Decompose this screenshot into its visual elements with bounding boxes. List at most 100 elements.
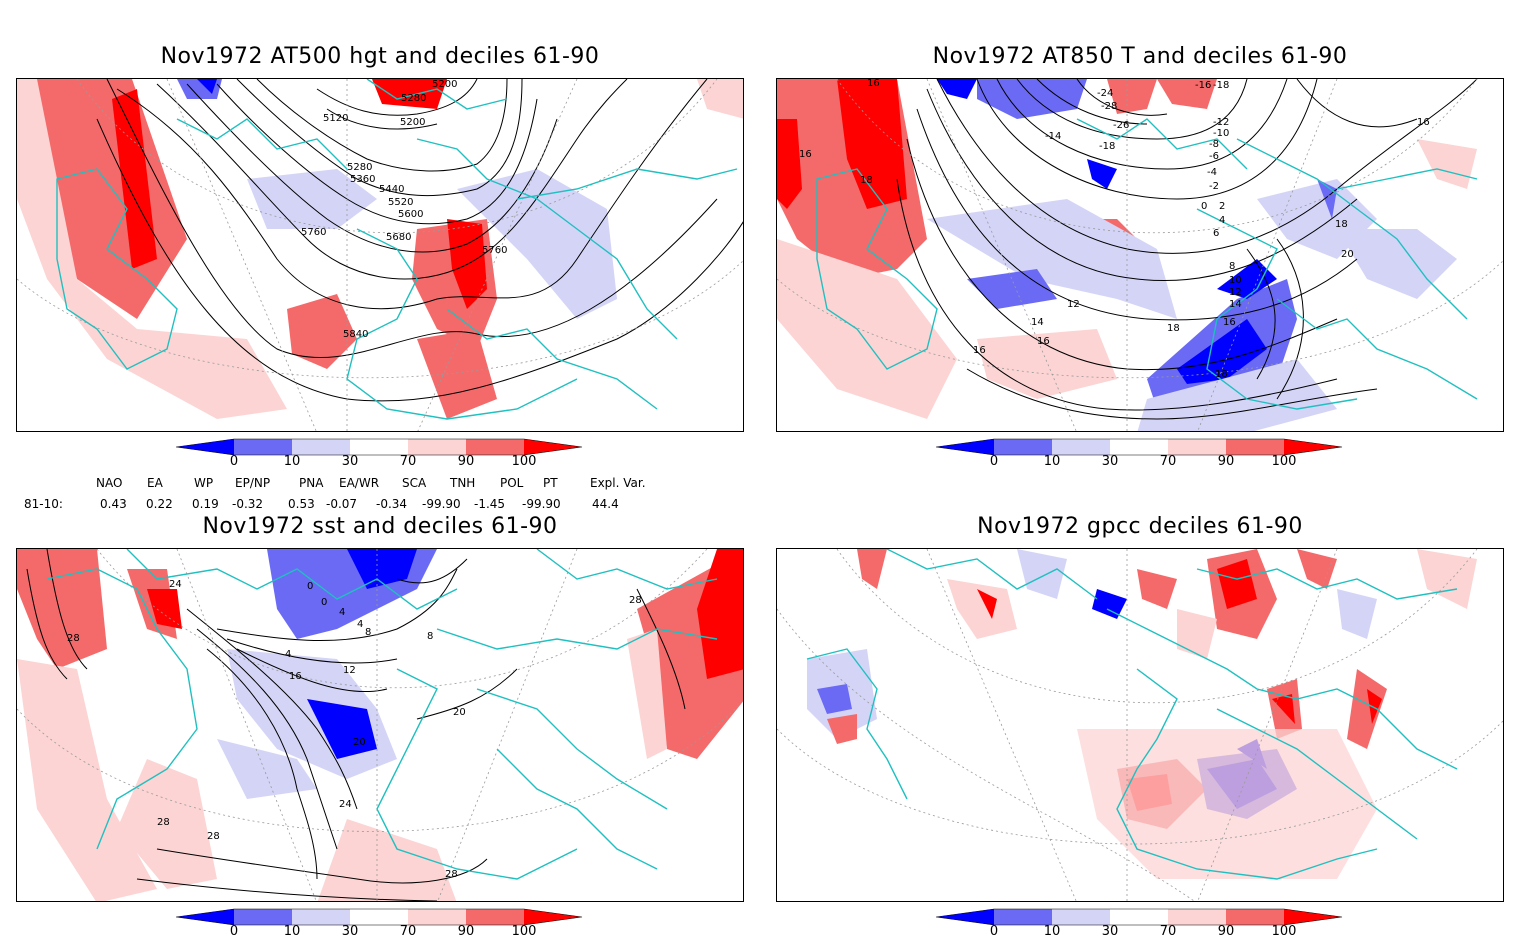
contours bbox=[96, 79, 743, 402]
contour-label: 18 bbox=[1215, 369, 1228, 380]
index-row-label: 81-10: bbox=[24, 497, 63, 511]
contour-label: 28 bbox=[629, 595, 642, 606]
colorbar-segment bbox=[1052, 909, 1110, 925]
colorbar-tick: 10 bbox=[283, 924, 301, 939]
panel-title-t850: Nov1972 AT850 T and deciles 61-90 bbox=[932, 44, 1348, 69]
index-value: 0.22 bbox=[146, 497, 173, 511]
contour-label: 12 bbox=[1229, 287, 1242, 298]
contour-label: 24 bbox=[339, 799, 352, 810]
contour-label: 4 bbox=[339, 607, 345, 618]
index-header: PT bbox=[543, 476, 558, 490]
index-value: 0.53 bbox=[288, 497, 315, 511]
colorbar-bottom-left: 0 10 30 70 90 100 bbox=[176, 908, 596, 939]
contour-label: -26 bbox=[1113, 120, 1129, 131]
contour-label: 5200 bbox=[400, 117, 425, 128]
contour-label: -24 bbox=[1097, 88, 1113, 99]
index-header: EA bbox=[147, 476, 163, 490]
contour-label: 5440 bbox=[379, 184, 404, 195]
contour-label: 0 bbox=[307, 581, 313, 592]
index-header: POL bbox=[500, 476, 524, 490]
index-value: -0.07 bbox=[326, 497, 358, 511]
colorbar-segment bbox=[1168, 909, 1226, 925]
colorbar-graphic bbox=[936, 908, 1343, 926]
contour-label: 16 bbox=[973, 345, 986, 356]
colorbar-segment bbox=[466, 439, 524, 455]
colorbar-segment bbox=[936, 909, 994, 925]
colorbar-tick: 70 bbox=[1159, 454, 1177, 469]
colorbar-graphic bbox=[176, 438, 583, 456]
contour-label: 8 bbox=[1229, 261, 1235, 272]
colorbar-tick: 100 bbox=[511, 454, 537, 469]
lat-lon-grid bbox=[17, 549, 743, 901]
colorbar-graphic bbox=[176, 908, 583, 926]
colorbar-top-right: 0 10 30 70 90 100 bbox=[936, 438, 1356, 469]
lat-lon-grid bbox=[17, 79, 743, 431]
colorbar-segment bbox=[176, 439, 234, 455]
contour-label: -18 bbox=[1099, 141, 1115, 152]
colorbar-tick: 70 bbox=[399, 924, 417, 939]
colorbar-segment bbox=[292, 439, 350, 455]
contour-label: 5360 bbox=[350, 174, 375, 185]
contour-labels: 28 24 0 0 4 4 8 4 8 12 16 20 20 24 28 28… bbox=[67, 579, 642, 880]
contour-label: 12 bbox=[1067, 299, 1080, 310]
colorbar-tick: 0 bbox=[229, 454, 239, 469]
index-value: 44.4 bbox=[592, 497, 619, 511]
contour-label: 6 bbox=[1213, 228, 1219, 239]
contour-label: 16 bbox=[867, 79, 880, 89]
colorbar-top-left: 0 10 30 70 90 100 bbox=[176, 438, 596, 469]
contour-label: 20 bbox=[353, 737, 366, 748]
contour-label: -2 bbox=[1209, 181, 1219, 192]
map-panel-gpcc bbox=[776, 548, 1504, 902]
contour-label: -16 bbox=[1195, 80, 1211, 91]
contour-label: 4 bbox=[285, 649, 291, 660]
map-panel-hgt500: 5200 5280 5120 5200 5280 5360 5440 5520 … bbox=[16, 78, 744, 432]
index-header: NAO bbox=[96, 476, 123, 490]
colorbar-segment bbox=[1284, 909, 1342, 925]
contour-label: 28 bbox=[157, 817, 170, 828]
colorbar-tick: 30 bbox=[1101, 454, 1119, 469]
contour-label: 28 bbox=[207, 831, 220, 842]
colorbar-tick: 100 bbox=[1271, 924, 1297, 939]
contour-label: 5520 bbox=[388, 197, 413, 208]
contour-label: 0 bbox=[321, 597, 327, 608]
colorbar-segment bbox=[524, 439, 582, 455]
contour-label: 20 bbox=[1341, 249, 1354, 260]
index-value: 0.19 bbox=[192, 497, 219, 511]
index-header: TNH bbox=[450, 476, 476, 490]
contour-labels: -16 -18 -24 -28 -26 -18 -14 -12 -10 -8 -… bbox=[799, 79, 1430, 380]
contour-label: 5280 bbox=[401, 93, 426, 104]
colorbar-tick: 100 bbox=[511, 924, 537, 939]
contour-label: -12 bbox=[1213, 117, 1229, 128]
map-panel-sst: 28 24 0 0 4 4 8 4 8 12 16 20 20 24 28 28… bbox=[16, 548, 744, 902]
coastlines bbox=[56, 79, 738, 420]
colorbar-segment bbox=[1226, 909, 1284, 925]
colorbar-tick: 90 bbox=[1217, 924, 1235, 939]
lat-lon-grid bbox=[777, 549, 1503, 901]
contour-label: 16 bbox=[1223, 317, 1236, 328]
contour-label: 28 bbox=[445, 869, 458, 880]
index-header: WP bbox=[194, 476, 214, 490]
contour-label: 5280 bbox=[347, 162, 372, 173]
colorbar-tick: 100 bbox=[1271, 454, 1297, 469]
contour-label: -4 bbox=[1207, 167, 1217, 178]
contour-label: 8 bbox=[427, 631, 433, 642]
colorbar-tick: 0 bbox=[989, 454, 999, 469]
coastlines bbox=[806, 549, 1458, 880]
colorbar-segment bbox=[408, 439, 466, 455]
contours bbox=[26, 549, 686, 901]
contour-label: 14 bbox=[1229, 299, 1242, 310]
colorbar-segment bbox=[234, 909, 292, 925]
contour-label: -6 bbox=[1209, 151, 1219, 162]
decile-shading bbox=[17, 549, 743, 901]
colorbar-tick: 70 bbox=[1159, 924, 1177, 939]
panel-title-hgt500: Nov1972 AT500 hgt and deciles 61-90 bbox=[160, 44, 600, 69]
contour-label: 0 bbox=[1201, 201, 1207, 212]
colorbar-segment bbox=[1168, 439, 1226, 455]
colorbar-segment bbox=[994, 909, 1052, 925]
panel-title-gpcc: Nov1972 gpcc deciles 61-90 bbox=[977, 514, 1303, 539]
contour-label: 18 bbox=[1335, 219, 1348, 230]
contour-label: 5200 bbox=[432, 79, 457, 90]
contour-label: 16 bbox=[1417, 117, 1430, 128]
colorbar-tick: 0 bbox=[989, 924, 999, 939]
contour-label: 4 bbox=[357, 619, 363, 630]
